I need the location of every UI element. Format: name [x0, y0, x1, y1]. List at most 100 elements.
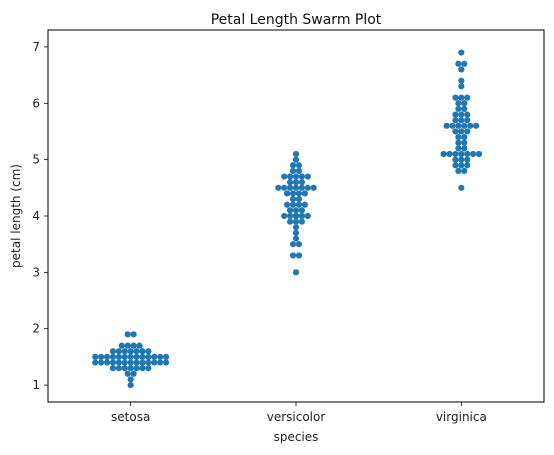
point-versicolor [289, 190, 297, 197]
point-setosa [127, 365, 134, 372]
point-setosa [98, 353, 105, 361]
point-setosa [109, 365, 117, 372]
point-virginica [455, 145, 462, 152]
point-versicolor [281, 212, 288, 220]
point-versicolor [301, 201, 308, 208]
point-versicolor [295, 252, 303, 259]
point-setosa [109, 359, 117, 366]
point-versicolor [284, 190, 291, 197]
point-versicolor [287, 218, 294, 225]
point-setosa [98, 359, 105, 366]
point-virginica [452, 128, 459, 135]
point-setosa [157, 353, 164, 361]
point-setosa [92, 359, 99, 366]
x-axis-label: species [274, 430, 319, 444]
point-setosa [145, 348, 152, 355]
point-setosa [133, 353, 140, 361]
point-virginica [458, 83, 465, 90]
point-versicolor [292, 269, 300, 276]
point-virginica [455, 167, 462, 175]
point-setosa [139, 353, 146, 361]
point-versicolor [292, 207, 300, 214]
point-setosa [109, 353, 117, 361]
y-tick-label: 4 [32, 209, 40, 223]
point-virginica [455, 60, 462, 67]
point-versicolor [298, 207, 305, 214]
point-setosa [133, 348, 140, 355]
point-virginica [458, 162, 465, 169]
point-setosa [139, 365, 146, 372]
point-virginica [461, 167, 468, 175]
point-setosa [92, 353, 99, 361]
point-virginica [475, 150, 483, 158]
point-versicolor [304, 184, 311, 191]
point-virginica [470, 150, 477, 158]
point-virginica [464, 111, 471, 118]
point-setosa [133, 365, 140, 372]
point-versicolor [287, 173, 294, 180]
point-setosa [115, 353, 122, 361]
point-virginica [458, 66, 465, 73]
point-setosa [127, 359, 134, 366]
point-versicolor [295, 201, 303, 208]
point-versicolor [295, 162, 303, 169]
point-setosa [139, 348, 146, 355]
point-versicolor [310, 184, 317, 191]
point-setosa [139, 359, 146, 366]
point-virginica [449, 122, 456, 129]
point-setosa [109, 348, 117, 355]
point-versicolor [292, 235, 300, 242]
data-points [92, 49, 483, 389]
x-axis: setosa versicolor virginica [111, 402, 487, 424]
point-virginica [446, 150, 453, 158]
point-versicolor [298, 179, 305, 186]
point-virginica [472, 122, 480, 129]
point-setosa [124, 370, 131, 377]
point-virginica [458, 117, 465, 124]
point-virginica [458, 184, 465, 191]
point-setosa [133, 359, 140, 366]
point-versicolor [289, 162, 297, 169]
point-virginica [464, 94, 471, 101]
point-versicolor [292, 229, 300, 237]
point-setosa [130, 331, 137, 338]
point-virginica [464, 117, 471, 124]
point-virginica [461, 100, 468, 107]
point-versicolor [292, 184, 300, 191]
point-versicolor [298, 184, 305, 191]
point-virginica [461, 133, 468, 141]
point-virginica [461, 122, 468, 129]
point-versicolor [292, 212, 300, 220]
point-setosa [121, 348, 128, 355]
point-setosa [118, 342, 125, 349]
point-versicolor [287, 212, 294, 220]
point-setosa [130, 370, 137, 377]
point-virginica [452, 150, 459, 158]
point-versicolor [295, 195, 303, 203]
point-setosa [121, 365, 128, 372]
point-versicolor [298, 173, 305, 180]
x-tick-label-setosa: setosa [111, 410, 150, 424]
point-virginica [443, 122, 450, 129]
point-virginica [455, 100, 462, 107]
point-versicolor [289, 167, 297, 175]
y-axis: 1 2 3 4 5 6 7 [32, 40, 48, 392]
point-setosa [127, 376, 134, 383]
y-tick-label: 7 [32, 40, 40, 54]
point-virginica [452, 117, 459, 124]
point-versicolor [281, 184, 288, 191]
point-virginica [464, 156, 471, 163]
point-virginica [464, 162, 471, 169]
point-setosa [162, 359, 170, 366]
y-tick-label: 5 [32, 153, 40, 167]
point-virginica [458, 94, 465, 101]
point-setosa [103, 359, 111, 366]
point-virginica [467, 122, 474, 129]
point-setosa [124, 342, 131, 349]
point-virginica [455, 122, 462, 129]
point-virginica [461, 139, 468, 146]
point-virginica [461, 60, 468, 67]
point-setosa [157, 359, 164, 366]
point-setosa [145, 359, 152, 366]
